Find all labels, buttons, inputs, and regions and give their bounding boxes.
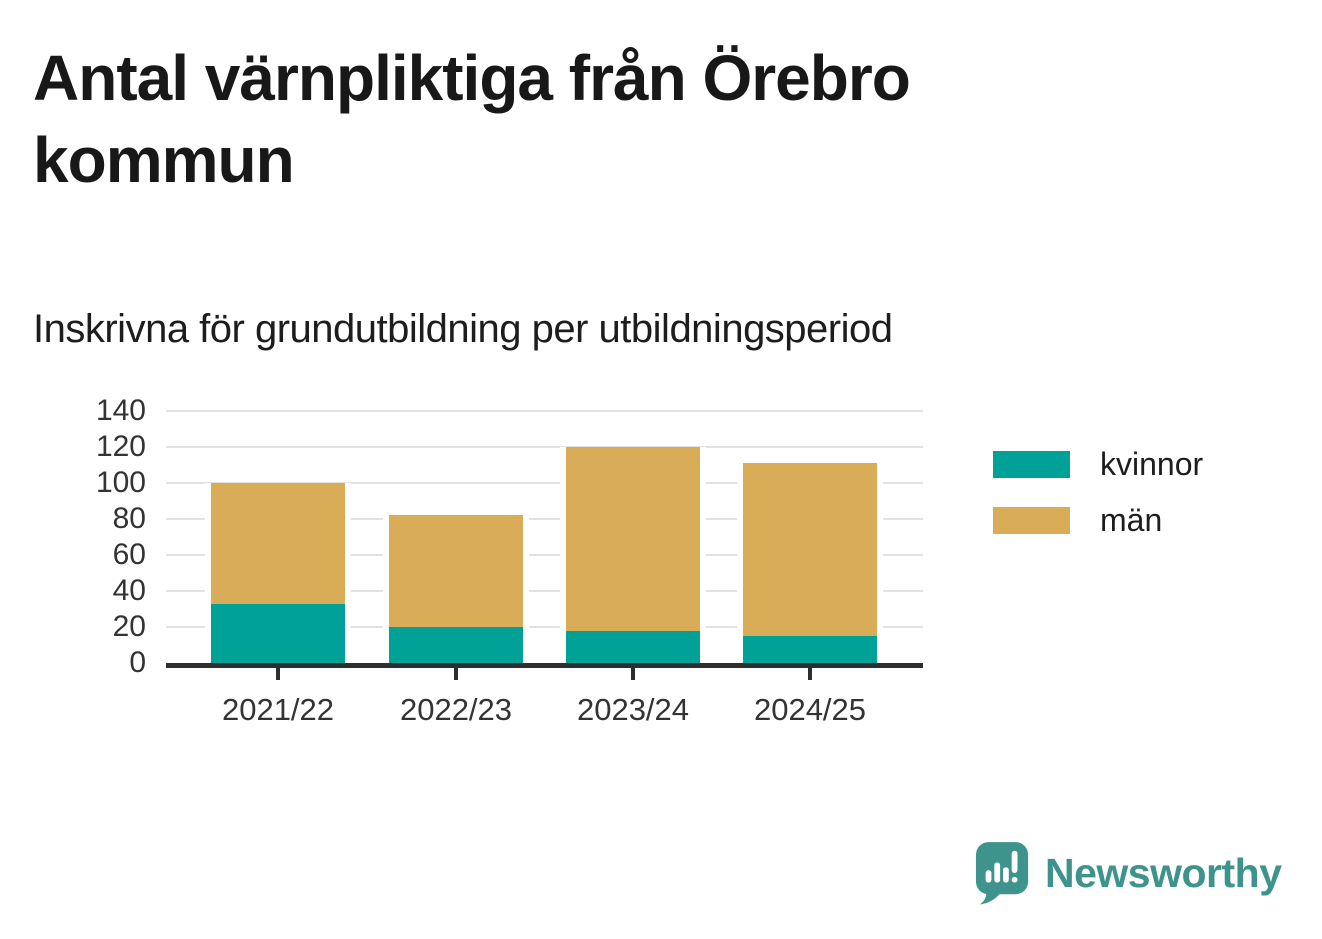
bar-segment-kvinnor-2021/22	[211, 603, 345, 663]
x-axis-tick	[276, 667, 280, 680]
chart-legend: kvinnor män	[993, 445, 1204, 538]
bar-2023/24	[560, 447, 706, 663]
y-axis-tick-label: 100	[95, 466, 146, 499]
legend-item-män: män	[993, 501, 1203, 538]
y-axis-tick-label: 20	[112, 610, 146, 643]
x-axis-category-label: 2022/23	[399, 692, 513, 727]
y-axis-tick-label: 60	[112, 538, 146, 571]
newsworthy-logo-text: Newsworthy	[1045, 849, 1282, 896]
x-axis-line	[166, 663, 923, 668]
chart-subtitle: Inskrivna för grundutbildning per utbild…	[33, 307, 893, 351]
x-axis-category-label: 2021/22	[221, 692, 335, 727]
gridline-120	[166, 446, 923, 448]
y-axis-tick-label: 0	[129, 646, 146, 679]
legend-label: män	[1100, 501, 1163, 538]
x-axis-category-label: 2024/25	[753, 692, 867, 727]
bar-segment-man-2022/23	[389, 515, 523, 627]
bar-segment-kvinnor-2022/23	[389, 626, 523, 663]
legend-swatch-män	[993, 506, 1070, 534]
bar-segment-man-2023/24	[566, 447, 700, 631]
x-axis-tick	[808, 667, 812, 680]
legend-swatch-kvinnor	[993, 450, 1070, 478]
gridline-80	[166, 518, 923, 520]
bar-segment-kvinnor-2023/24	[566, 630, 700, 663]
bar-segment-man-2021/22	[211, 483, 345, 604]
page-title: Antal värnpliktiga från Örebro kommun	[33, 42, 911, 196]
x-axis-category-label: 2023/24	[576, 692, 690, 727]
bar-2021/22	[205, 483, 351, 663]
bar-2024/25	[737, 463, 883, 663]
gridline-20	[166, 626, 923, 628]
y-axis-tick-label: 40	[112, 574, 146, 607]
newsworthy-logo: Newsworthy	[975, 840, 1282, 906]
gridline-140	[166, 410, 923, 412]
x-axis-tick	[631, 667, 635, 680]
gridline-40	[166, 590, 923, 592]
gridline-100	[166, 482, 923, 484]
legend-item-kvinnor: kvinnor	[993, 445, 1204, 482]
bar-segment-man-2024/25	[743, 463, 877, 636]
gridline-60	[166, 554, 923, 556]
y-axis-tick-label: 120	[95, 430, 146, 463]
y-axis-tick-label: 80	[112, 502, 146, 535]
bar-2022/23	[383, 515, 529, 663]
y-axis-tick-label: 140	[95, 394, 146, 427]
bar-segment-kvinnor-2024/25	[743, 635, 877, 663]
legend-label: kvinnor	[1100, 445, 1204, 482]
x-axis-tick	[454, 667, 458, 680]
newsworthy-logo-icon	[975, 842, 1029, 905]
